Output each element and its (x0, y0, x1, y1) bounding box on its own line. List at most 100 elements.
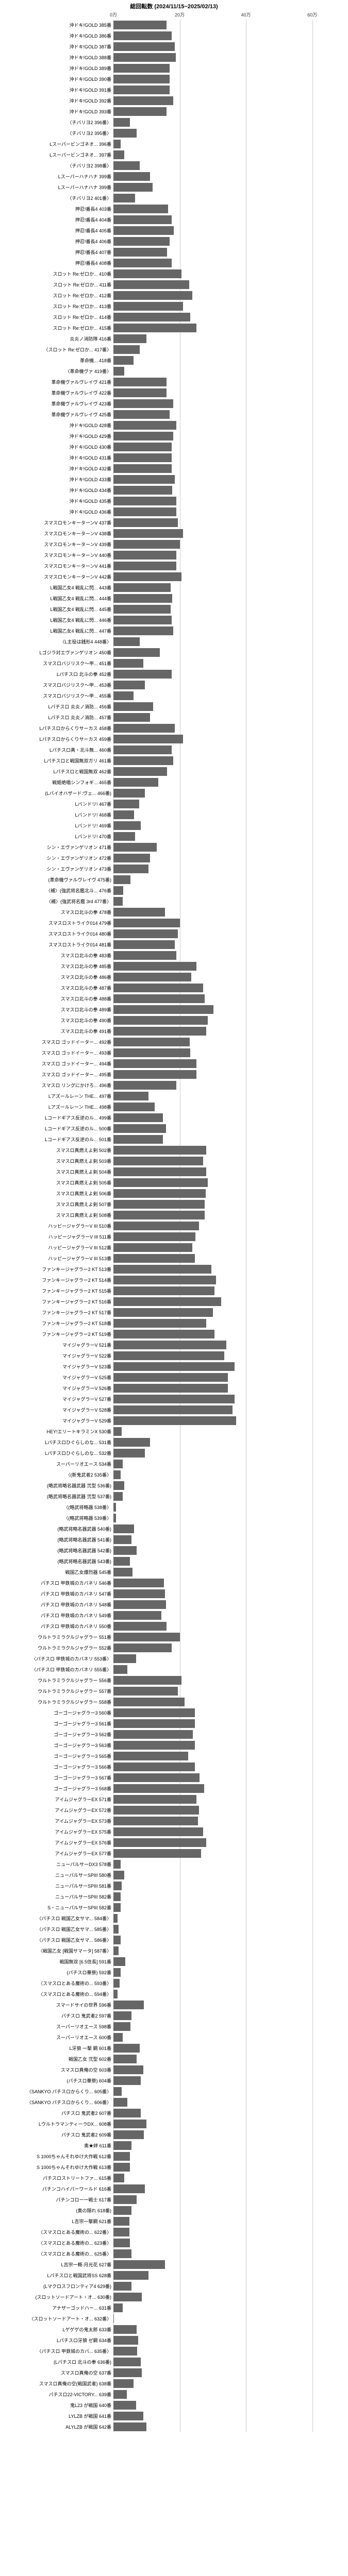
chart-row: ハッピージャグラーV III 510番 (0, 1221, 348, 1231)
bar (113, 388, 167, 397)
bar-track (113, 712, 345, 723)
bar-track (113, 928, 345, 939)
row-label: 革命機ヴァルヴレイヴ 425番 (0, 411, 113, 418)
row-label: スマードサイの世界 596番 (0, 2002, 113, 2008)
chart-row: パチスロ 甲鉄城のカバネリ 549番 (0, 1610, 348, 1621)
bar-track (113, 1924, 345, 1935)
bar (113, 280, 189, 289)
bar (113, 2293, 142, 2301)
chart-row: アイムジャグラーEX 577番 (0, 1848, 348, 1859)
row-label: パチスロ 甲鉄城のカバネリ 550番 (0, 1623, 113, 1630)
chart-row: 沖ドキ!GOLD 434番 (0, 485, 348, 496)
bar-track (113, 1794, 345, 1805)
chart-row: パチスロ 鬼武者2 597番 (0, 2010, 348, 2021)
bar-track (113, 290, 345, 301)
chart-row: スマスロ真燃えよ剣 506番 (0, 1188, 348, 1199)
row-label: アイムジャグラーEX 573番 (0, 1818, 113, 1824)
bar (113, 648, 160, 657)
bar-track (113, 1069, 345, 1080)
bar (113, 973, 191, 981)
row-label: スマスロ北斗の拳 487番 (0, 985, 113, 991)
chart-row: スマスロ真燃えよ剣 502番 (0, 1145, 348, 1156)
row-label: 革命機ヴァルヴレイヴ 422番 (0, 389, 113, 396)
bar-track (113, 452, 345, 463)
bar-track (113, 1394, 345, 1404)
bar-track (113, 1015, 345, 1026)
chart-row: ゴーゴージャグラー3 567番 (0, 1772, 348, 1783)
bar-track (113, 1859, 345, 1870)
bar (113, 291, 192, 300)
chart-row: (略武将略名器武器 543番) (0, 1556, 348, 1567)
row-label: 〈パチスロ 甲鉄城のカバ... 635番〉 (0, 2348, 113, 2354)
bar (113, 313, 190, 321)
chart-row: 沖ドキ!GOLD 430番 (0, 442, 348, 452)
bar-track (113, 1166, 345, 1177)
chart-row: スロット Re:ゼロか... 413番 (0, 301, 348, 312)
bar-track (113, 268, 345, 279)
row-label: ハッピージャグラーV III 512番 (0, 1244, 113, 1251)
chart-row: スマスロ北斗の拳 486番 (0, 972, 348, 982)
bar-track (113, 1004, 345, 1015)
bar-track (113, 2313, 345, 2324)
chart-row: 押忍!番長4 404番 (0, 214, 348, 225)
chart-row: 〈スロットソードアート・オ... 632番〉 (0, 2313, 348, 2324)
row-label: (略武将略名器武器 543番) (0, 1558, 113, 1565)
bar-track (113, 1415, 345, 1426)
bar (113, 378, 167, 386)
chart-row: スマスロ真俺の空 603番 (0, 2064, 348, 2075)
row-label: L戦国乙女4 戦乱に閃... 445番 (0, 606, 113, 613)
bar-track (113, 1242, 345, 1253)
chart-row: 〈パチスロ 戦国乙女サマ... 584番〉 (0, 1913, 348, 1924)
row-label: (奥の隠れ 618番) (0, 2207, 113, 2214)
bar-track (113, 1275, 345, 1285)
row-label: 戦国乙女 弐型 602番 (0, 2056, 113, 2062)
row-label: Lパチスロからくりサーカス 458番 (0, 725, 113, 732)
chart-row: (パチスロ華祭) 592番 (0, 1967, 348, 1978)
bar (113, 2022, 130, 2031)
bar-track (113, 1751, 345, 1761)
bar-track (113, 2108, 345, 2119)
bar (113, 854, 150, 862)
bar-track (113, 2411, 345, 2421)
bar (113, 21, 167, 29)
bar (113, 497, 176, 505)
row-label: マイジャグラーV 527番 (0, 1396, 113, 1402)
chart-row: スロット Re:ゼロか... 415番 (0, 323, 348, 333)
bar-track (113, 1610, 345, 1621)
chart-row: ニューパルサーDX3 578番 (0, 1859, 348, 1870)
bar-track (113, 550, 345, 561)
chart-row: 戦姫絶唱シンフォギ... 465番 (0, 777, 348, 788)
row-label: スマスロ ゴッドイーター... 492番 (0, 1039, 113, 1045)
bar (113, 1167, 206, 1176)
chart-row: 沖ドキ!GOLD 432番 (0, 463, 348, 474)
row-label: 沖ドキ!GOLD 430番 (0, 444, 113, 450)
bar-track (113, 2054, 345, 2064)
chart-row: 〈スマスロとある魔術の... 625番〉 (0, 2248, 348, 2259)
bar (113, 1059, 196, 1068)
bar (113, 767, 167, 776)
row-label: Lパチスロ牙狼 ゼ鋼 634番 (0, 2337, 113, 2344)
bar (113, 1243, 192, 1252)
bar (113, 86, 170, 94)
row-label: (略武将略名器武器 弐型 536番) (0, 1482, 113, 1489)
chart-row: 沖ドキ!GOLD 429番 (0, 431, 348, 442)
bar (113, 843, 157, 852)
bar-track (113, 961, 345, 972)
chart-row: ハッピージャグラーV III 512番 (0, 1242, 348, 1253)
row-label: パチスロ 鬼武者2 597番 (0, 2012, 113, 2019)
bar-track (113, 2162, 345, 2173)
chart-row: ファンキージャグラー2 KT 515番 (0, 1285, 348, 1296)
bar-track (113, 593, 345, 604)
chart-container: 総回転数 (2024/11/15~2025/02/13) 0万20万40万60万… (0, 0, 348, 2432)
chart-row: スマスロ北斗の拳 478番 (0, 907, 348, 918)
chart-row: L戦国乙女4 戦乱に閃... 445番 (0, 604, 348, 615)
bar-track (113, 874, 345, 885)
chart-row: スマスロ ゴッドイーター... 492番 (0, 1037, 348, 1047)
bar (113, 1319, 206, 1328)
bar-track (113, 1999, 345, 2010)
chart-row: 押忍!番長4 403番 (0, 204, 348, 214)
row-label: Lアズールレーン THE... 498番 (0, 1104, 113, 1110)
bar-track (113, 2097, 345, 2108)
chart-row: パチスロ 甲鉄城のカバネリ 547番 (0, 1588, 348, 1599)
row-label: マイジャグラーV 528番 (0, 1406, 113, 1413)
